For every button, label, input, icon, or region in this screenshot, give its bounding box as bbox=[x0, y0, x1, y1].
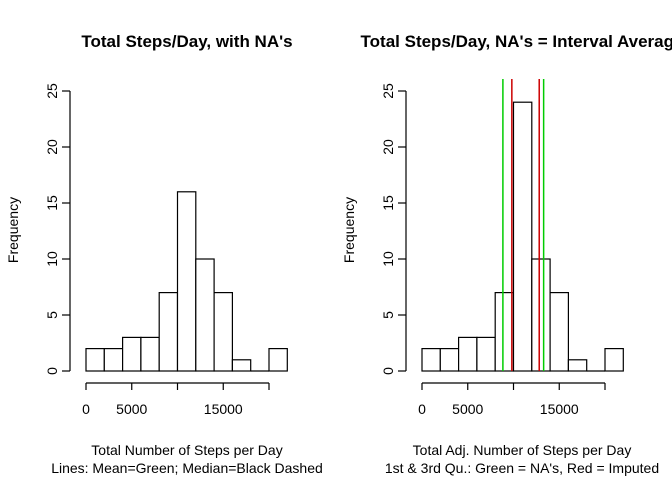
right-x-axis-note: 1st & 3rd Qu.: Green = NA's, Red = Imput… bbox=[385, 460, 659, 476]
right-x-tick-label: 0 bbox=[418, 401, 426, 417]
left-y-axis-label: Frequency bbox=[5, 197, 21, 263]
left-bar bbox=[213, 292, 234, 372]
right-y-tick-label: 0 bbox=[380, 367, 396, 375]
left-x-axis-note: Lines: Mean=Green; Median=Black Dashed bbox=[51, 460, 323, 476]
left-bar bbox=[121, 336, 142, 372]
left-bar bbox=[85, 348, 105, 372]
right-bar bbox=[439, 348, 460, 372]
right-y-tick-label: 25 bbox=[380, 83, 396, 99]
right-y-tick-label: 5 bbox=[380, 311, 396, 319]
left-x-tick-label: 5000 bbox=[116, 401, 147, 417]
left-bars bbox=[85, 191, 288, 372]
right-x-tick-label: 5000 bbox=[452, 401, 483, 417]
right-y-tick-label: 10 bbox=[380, 251, 396, 267]
left-histogram-panel: Total Steps/Day, with NA's Frequency Tot… bbox=[5, 32, 323, 476]
right-y-axis: 0 5 10 15 20 25 bbox=[380, 83, 407, 375]
right-bar bbox=[549, 292, 569, 372]
right-y-axis-label: Frequency bbox=[341, 197, 357, 263]
left-bar bbox=[268, 348, 288, 372]
right-bar bbox=[604, 348, 624, 372]
left-bar bbox=[140, 336, 160, 372]
left-y-axis: 0 5 10 15 20 25 bbox=[44, 83, 71, 375]
right-bar bbox=[421, 348, 441, 372]
left-y-tick-label: 25 bbox=[44, 83, 60, 99]
right-chart-title: Total Steps/Day, NA's = Interval Average bbox=[361, 32, 672, 51]
right-x-tick-label: 15000 bbox=[540, 401, 579, 417]
left-x-tick-label: 0 bbox=[82, 401, 90, 417]
left-x-axis: 0 5000 15000 bbox=[82, 382, 270, 417]
left-y-tick-label: 15 bbox=[44, 195, 60, 211]
left-x-axis-label: Total Number of Steps per Day bbox=[91, 442, 282, 458]
left-y-tick-label: 20 bbox=[44, 139, 60, 155]
right-bar bbox=[476, 336, 496, 372]
right-bar bbox=[458, 336, 478, 372]
left-bar bbox=[158, 292, 179, 372]
right-x-axis-label: Total Adj. Number of Steps per Day bbox=[413, 442, 632, 458]
right-bar bbox=[567, 359, 588, 372]
left-bar bbox=[103, 348, 124, 372]
right-y-tick-label: 20 bbox=[380, 139, 396, 155]
left-chart-title: Total Steps/Day, with NA's bbox=[81, 32, 292, 51]
right-bar bbox=[512, 101, 533, 372]
right-reference-lines bbox=[502, 79, 545, 371]
right-bar bbox=[531, 258, 551, 372]
right-x-axis: 0 5000 15000 bbox=[418, 382, 606, 417]
right-y-tick-label: 15 bbox=[380, 195, 396, 211]
left-bar bbox=[231, 359, 252, 372]
right-bar bbox=[494, 292, 515, 372]
left-bar bbox=[195, 258, 215, 372]
left-y-tick-label: 10 bbox=[44, 251, 60, 267]
right-bars bbox=[421, 101, 624, 372]
right-histogram-panel: Total Steps/Day, NA's = Interval Average… bbox=[341, 32, 672, 476]
left-y-tick-label: 0 bbox=[44, 367, 60, 375]
left-y-tick-label: 5 bbox=[44, 311, 60, 319]
left-bar bbox=[176, 191, 197, 372]
left-x-tick-label: 15000 bbox=[204, 401, 243, 417]
